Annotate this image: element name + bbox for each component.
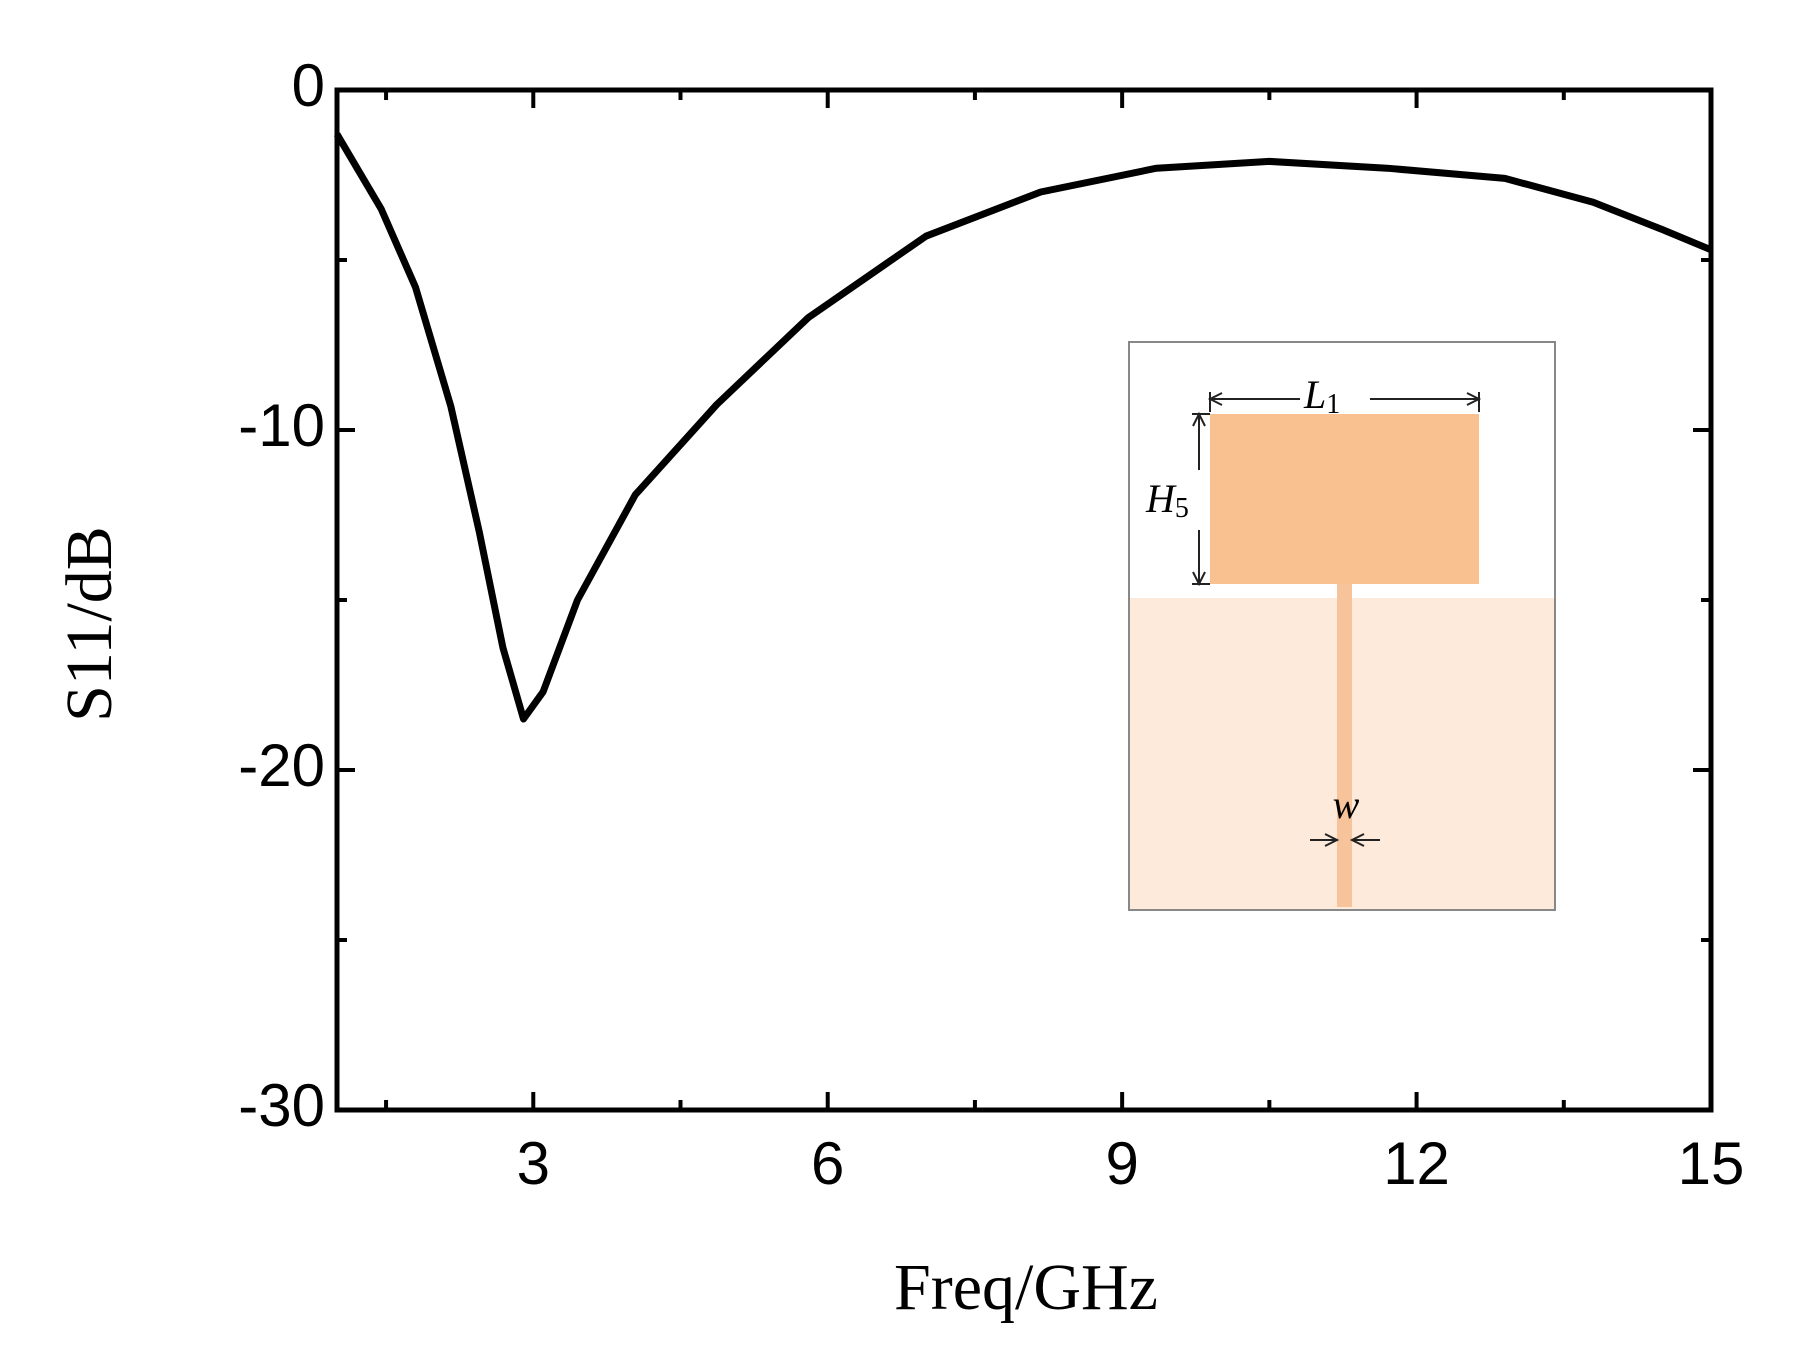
inset-label: H5 (1145, 476, 1189, 524)
x-tick-label: 6 (811, 1130, 844, 1197)
line-series (333, 132, 1713, 723)
x-axis-title: Freq/GHz (894, 1251, 1158, 1324)
y-tick-label: -20 (238, 732, 325, 799)
inset-diagram: L1 H5 w (1128, 341, 1556, 911)
dimension-arrows (1192, 392, 1482, 847)
y-tick-label: -10 (238, 392, 325, 459)
y-tick-label: 0 (292, 52, 325, 119)
x-tick-label: 15 (1678, 1130, 1745, 1197)
patch (1210, 414, 1479, 584)
x-tick-label: 9 (1105, 1130, 1138, 1197)
plot-frame (334, 87, 1714, 1113)
axes: 3 6 9 12 15 -30 -20 -10 0 (238, 52, 1744, 1197)
inset-label: L1 (1303, 372, 1340, 420)
x-tick-label: 12 (1383, 1130, 1450, 1197)
inset-label: w (1333, 782, 1360, 827)
y-axis-title: S11/dB (53, 526, 126, 722)
y-tick-label: -30 (238, 1072, 325, 1139)
feed-line (1337, 584, 1352, 907)
x-tick-label: 3 (517, 1130, 550, 1197)
